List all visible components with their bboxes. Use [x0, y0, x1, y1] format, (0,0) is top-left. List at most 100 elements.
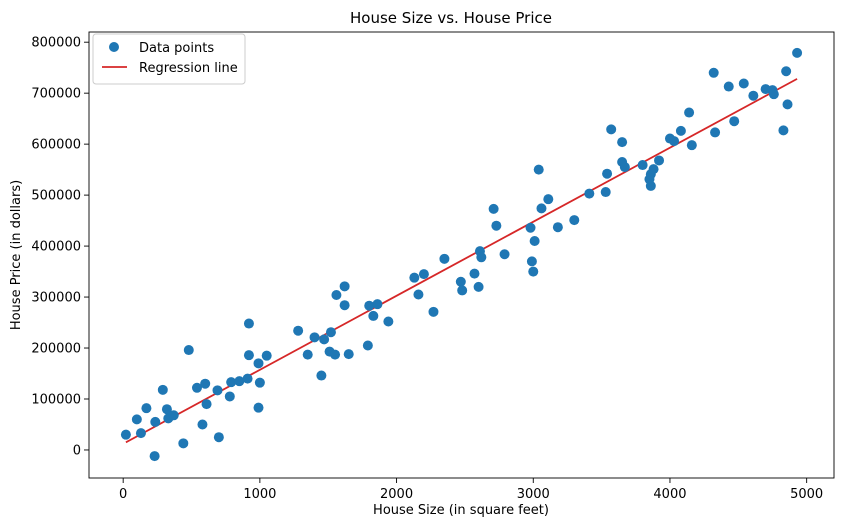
data-point — [428, 306, 439, 317]
data-point — [325, 327, 336, 338]
data-point — [319, 334, 330, 345]
data-point — [253, 358, 264, 369]
y-axis-label: House Price (in dollars) — [9, 180, 24, 330]
data-point — [748, 90, 759, 101]
data-point — [242, 373, 253, 384]
legend-scatter-marker — [109, 42, 119, 52]
data-point — [781, 66, 792, 77]
data-point — [224, 391, 235, 402]
y-tick-label: 700000 — [31, 87, 81, 102]
data-point — [362, 340, 373, 351]
data-point — [778, 125, 789, 136]
y-tick-label: 200000 — [31, 342, 81, 357]
legend-box — [92, 33, 246, 85]
data-point — [457, 285, 468, 296]
data-point — [543, 194, 554, 205]
y-tick-label: 400000 — [31, 240, 81, 255]
data-point — [584, 188, 595, 199]
data-point — [617, 137, 628, 148]
data-point — [669, 136, 680, 147]
data-point — [150, 416, 161, 427]
data-point — [302, 349, 313, 360]
data-point — [569, 215, 580, 226]
data-point — [191, 382, 202, 393]
y-tick-label: 800000 — [31, 36, 81, 51]
data-point — [316, 370, 327, 381]
data-point — [619, 162, 630, 173]
data-point — [234, 376, 245, 387]
data-point — [383, 316, 394, 327]
data-point — [602, 168, 613, 179]
y-tick-label: 100000 — [31, 392, 81, 407]
data-point — [536, 203, 547, 214]
data-point — [768, 89, 779, 100]
data-point — [782, 99, 793, 110]
data-point — [654, 155, 665, 166]
y-tick-label: 300000 — [31, 291, 81, 306]
data-point — [723, 81, 734, 92]
legend: Data points Regression line — [92, 33, 246, 85]
x-tick-label: 5000 — [790, 487, 823, 502]
data-point — [135, 428, 146, 439]
data-point — [525, 222, 536, 233]
data-point — [473, 281, 484, 292]
data-point — [455, 276, 466, 287]
chart-title: House Size vs. House Price — [350, 9, 552, 27]
data-point — [212, 385, 223, 396]
data-point — [529, 235, 540, 246]
data-point — [729, 116, 740, 127]
data-point — [499, 249, 510, 260]
legend-label-regression-line: Regression line — [139, 61, 238, 76]
data-point — [226, 377, 237, 388]
data-point — [526, 256, 537, 267]
y-tick-label: 0 — [73, 443, 81, 458]
data-point — [600, 187, 611, 198]
data-point — [197, 419, 208, 430]
data-point — [339, 300, 350, 311]
x-axis-label: House Size (in square feet) — [373, 503, 549, 518]
data-point — [331, 290, 342, 301]
data-point — [368, 310, 379, 321]
data-point — [261, 350, 272, 361]
data-point — [213, 432, 224, 443]
data-point — [372, 299, 383, 310]
data-point — [488, 203, 499, 214]
data-point — [343, 349, 354, 360]
data-point — [491, 220, 502, 231]
data-point — [120, 429, 131, 440]
data-point — [637, 160, 648, 171]
x-tick-label: 2000 — [380, 487, 413, 502]
data-point — [738, 78, 749, 89]
y-tick-label: 600000 — [31, 138, 81, 153]
y-tick-label: 500000 — [31, 189, 81, 204]
data-point — [708, 67, 719, 78]
data-point — [200, 378, 211, 389]
x-tick-label: 0 — [119, 487, 127, 502]
data-point — [243, 318, 254, 329]
data-point — [439, 253, 450, 264]
data-point — [254, 377, 265, 388]
data-point — [645, 180, 656, 191]
data-point — [528, 266, 539, 277]
data-point — [168, 410, 179, 421]
data-point — [330, 349, 341, 360]
data-point — [309, 332, 320, 343]
x-axis: 0 1000 2000 3000 4000 5000 — [119, 478, 823, 502]
data-point — [293, 325, 304, 336]
x-tick-label: 1000 — [243, 487, 276, 502]
data-point — [201, 399, 212, 410]
data-point — [161, 404, 172, 415]
data-point — [648, 164, 659, 175]
data-point — [606, 124, 617, 135]
data-point — [418, 269, 429, 280]
data-point — [533, 164, 544, 175]
data-point — [469, 268, 480, 279]
data-point — [131, 414, 142, 425]
data-point — [409, 272, 420, 283]
data-point — [476, 252, 487, 263]
data-point — [243, 350, 254, 361]
data-point — [552, 222, 563, 233]
